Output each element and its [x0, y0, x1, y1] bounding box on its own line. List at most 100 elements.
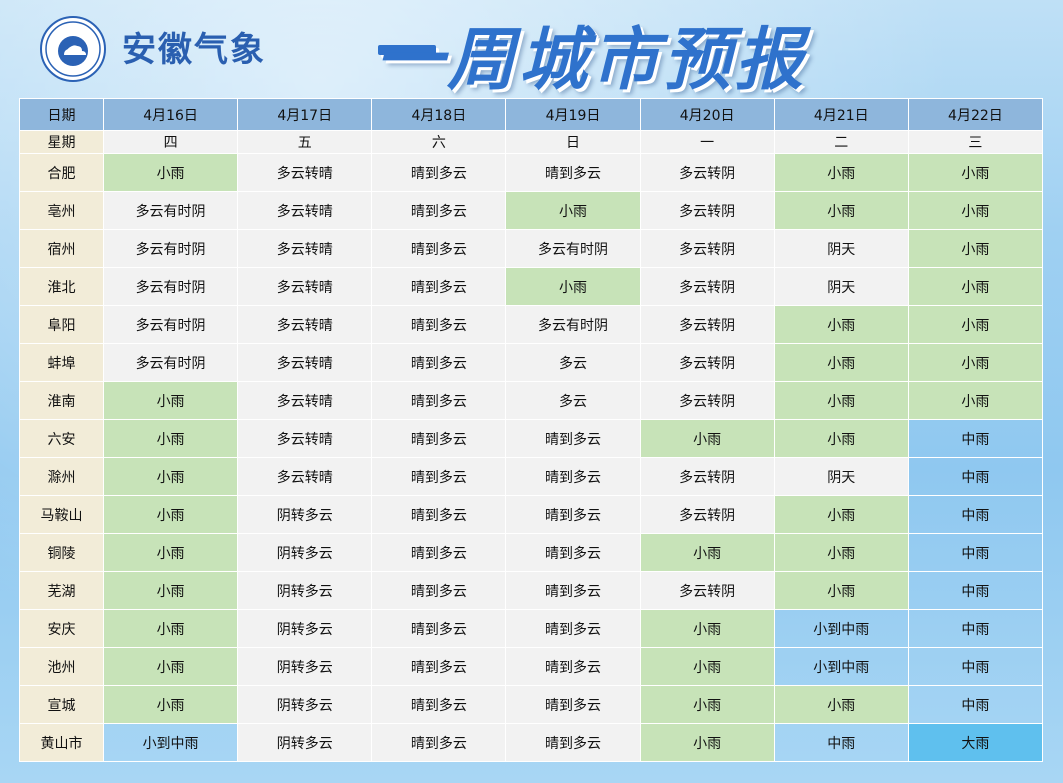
date-cell: 4月16日: [102, 98, 239, 131]
date-header-row: 日期 4月16日 4月17日 4月18日 4月19日 4月20日 4月21日 4…: [19, 98, 1044, 131]
forecast-cell: 阴转多云: [237, 647, 373, 686]
table-row: 安庆 小雨 阴转多云 晴到多云 晴到多云 小雨 小到中雨 中雨: [19, 609, 1044, 648]
forecast-cell: 阴转多云: [237, 495, 373, 534]
forecast-cell: 晴到多云: [371, 685, 507, 724]
forecast-cell: 小雨: [907, 267, 1044, 306]
forecast-cell: 多云转晴: [237, 153, 373, 192]
table-row: 宣城 小雨 阴转多云 晴到多云 晴到多云 小雨 小雨 中雨: [19, 685, 1044, 724]
forecast-cell: 中雨: [907, 457, 1044, 496]
city-name: 芜湖: [19, 571, 104, 610]
forecast-cell: 小雨: [907, 191, 1044, 230]
city-name: 淮北: [19, 267, 104, 306]
forecast-cell: 小雨: [639, 723, 775, 762]
forecast-cell: 晴到多云: [371, 267, 507, 306]
forecast-cell: 小雨: [907, 381, 1044, 420]
forecast-cell: 晴到多云: [505, 571, 641, 610]
forecast-cell: 晴到多云: [505, 457, 641, 496]
forecast-cell: 多云转阴: [639, 191, 775, 230]
forecast-cell: 晴到多云: [505, 647, 641, 686]
forecast-cell: 小雨: [102, 419, 239, 458]
forecast-cell: 多云转阴: [639, 571, 775, 610]
forecast-cell: 多云转晴: [237, 419, 373, 458]
forecast-cell: 晴到多云: [371, 571, 507, 610]
table-row: 蚌埠 多云有时阴 多云转晴 晴到多云 多云 多云转阴 小雨 小雨: [19, 343, 1044, 382]
forecast-cell: 中雨: [773, 723, 909, 762]
forecast-cell: 晴到多云: [371, 229, 507, 268]
forecast-cell: 多云转阴: [639, 229, 775, 268]
city-name: 黄山市: [19, 723, 104, 762]
forecast-cell: 阴天: [773, 457, 909, 496]
forecast-cell: 晴到多云: [505, 533, 641, 572]
forecast-cell: 小雨: [102, 571, 239, 610]
forecast-cell: 晴到多云: [505, 419, 641, 458]
forecast-cell: 小雨: [907, 343, 1044, 382]
city-name: 蚌埠: [19, 343, 104, 382]
forecast-cell: 小雨: [102, 533, 239, 572]
forecast-cell: 中雨: [907, 495, 1044, 534]
city-name: 阜阳: [19, 305, 104, 344]
forecast-cell: 晴到多云: [505, 495, 641, 534]
forecast-cell: 小雨: [505, 267, 641, 306]
forecast-cell: 晴到多云: [371, 457, 507, 496]
forecast-cell: 小雨: [102, 495, 239, 534]
forecast-cell: 晴到多云: [371, 533, 507, 572]
forecast-cell: 小雨: [907, 153, 1044, 192]
table-row: 亳州 多云有时阴 多云转晴 晴到多云 小雨 多云转阴 小雨 小雨: [19, 191, 1044, 230]
forecast-cell: 多云转晴: [237, 457, 373, 496]
forecast-cell: 小雨: [907, 305, 1044, 344]
forecast-cell: 小到中雨: [773, 647, 909, 686]
forecast-cell: 小雨: [102, 685, 239, 724]
forecast-cell: 小雨: [102, 647, 239, 686]
forecast-cell: 多云转晴: [237, 305, 373, 344]
forecast-cell: 多云转阴: [639, 267, 775, 306]
forecast-cell: 小雨: [773, 685, 909, 724]
table-row: 马鞍山 小雨 阴转多云 晴到多云 晴到多云 多云转阴 小雨 中雨: [19, 495, 1044, 534]
forecast-cell: 小雨: [639, 609, 775, 648]
forecast-cell: 中雨: [907, 571, 1044, 610]
forecast-cell: 中雨: [907, 609, 1044, 648]
city-name: 马鞍山: [19, 495, 104, 534]
forecast-cell: 阴天: [773, 229, 909, 268]
city-name: 安庆: [19, 609, 104, 648]
page-title: 一周城市预报: [375, 20, 808, 100]
weekday-row: 星期 四 五 六 日 一 二 三: [19, 130, 1044, 154]
forecast-cell: 多云转晴: [237, 343, 373, 382]
table-row: 铜陵 小雨 阴转多云 晴到多云 晴到多云 小雨 小雨 中雨: [19, 533, 1044, 572]
forecast-cell: 多云有时阴: [102, 191, 239, 230]
table-row: 池州 小雨 阴转多云 晴到多云 晴到多云 小雨 小到中雨 中雨: [19, 647, 1044, 686]
forecast-cell: 小雨: [102, 457, 239, 496]
table-row: 芜湖 小雨 阴转多云 晴到多云 晴到多云 多云转阴 小雨 中雨: [19, 571, 1044, 610]
weekday-header-label: 星期: [19, 130, 104, 154]
forecast-cell: 晴到多云: [505, 723, 641, 762]
date-cell: 4月17日: [237, 98, 373, 131]
forecast-cell: 多云转晴: [237, 267, 373, 306]
forecast-cell: 阴转多云: [237, 571, 373, 610]
forecast-cell: 晴到多云: [371, 723, 507, 762]
weekday-cell: 日: [505, 130, 641, 154]
forecast-cell: 中雨: [907, 533, 1044, 572]
city-name: 六安: [19, 419, 104, 458]
table-row: 宿州 多云有时阴 多云转晴 晴到多云 多云有时阴 多云转阴 阴天 小雨: [19, 229, 1044, 268]
date-cell: 4月22日: [907, 98, 1044, 131]
table-row: 六安 小雨 多云转晴 晴到多云 晴到多云 小雨 小雨 中雨: [19, 419, 1044, 458]
forecast-cell: 晴到多云: [371, 381, 507, 420]
forecast-cell: 晴到多云: [505, 153, 641, 192]
bureau-logo: [40, 16, 106, 82]
weekday-cell: 三: [907, 130, 1044, 154]
table-row: 阜阳 多云有时阴 多云转晴 晴到多云 多云有时阴 多云转阴 小雨 小雨: [19, 305, 1044, 344]
forecast-cell: 多云有时阴: [505, 229, 641, 268]
forecast-cell: 小雨: [773, 153, 909, 192]
table-row: 合肥 小雨 多云转晴 晴到多云 晴到多云 多云转阴 小雨 小雨: [19, 153, 1044, 192]
city-name: 合肥: [19, 153, 104, 192]
city-name: 淮南: [19, 381, 104, 420]
forecast-cell: 多云转阴: [639, 343, 775, 382]
forecast-cell: 中雨: [907, 685, 1044, 724]
date-cell: 4月21日: [773, 98, 909, 131]
forecast-cell: 中雨: [907, 647, 1044, 686]
forecast-cell: 阴天: [773, 267, 909, 306]
forecast-cell: 小雨: [773, 495, 909, 534]
city-name: 宣城: [19, 685, 104, 724]
forecast-cell: 多云转晴: [237, 229, 373, 268]
forecast-cell: 多云转阴: [639, 381, 775, 420]
forecast-cell: 小雨: [639, 533, 775, 572]
